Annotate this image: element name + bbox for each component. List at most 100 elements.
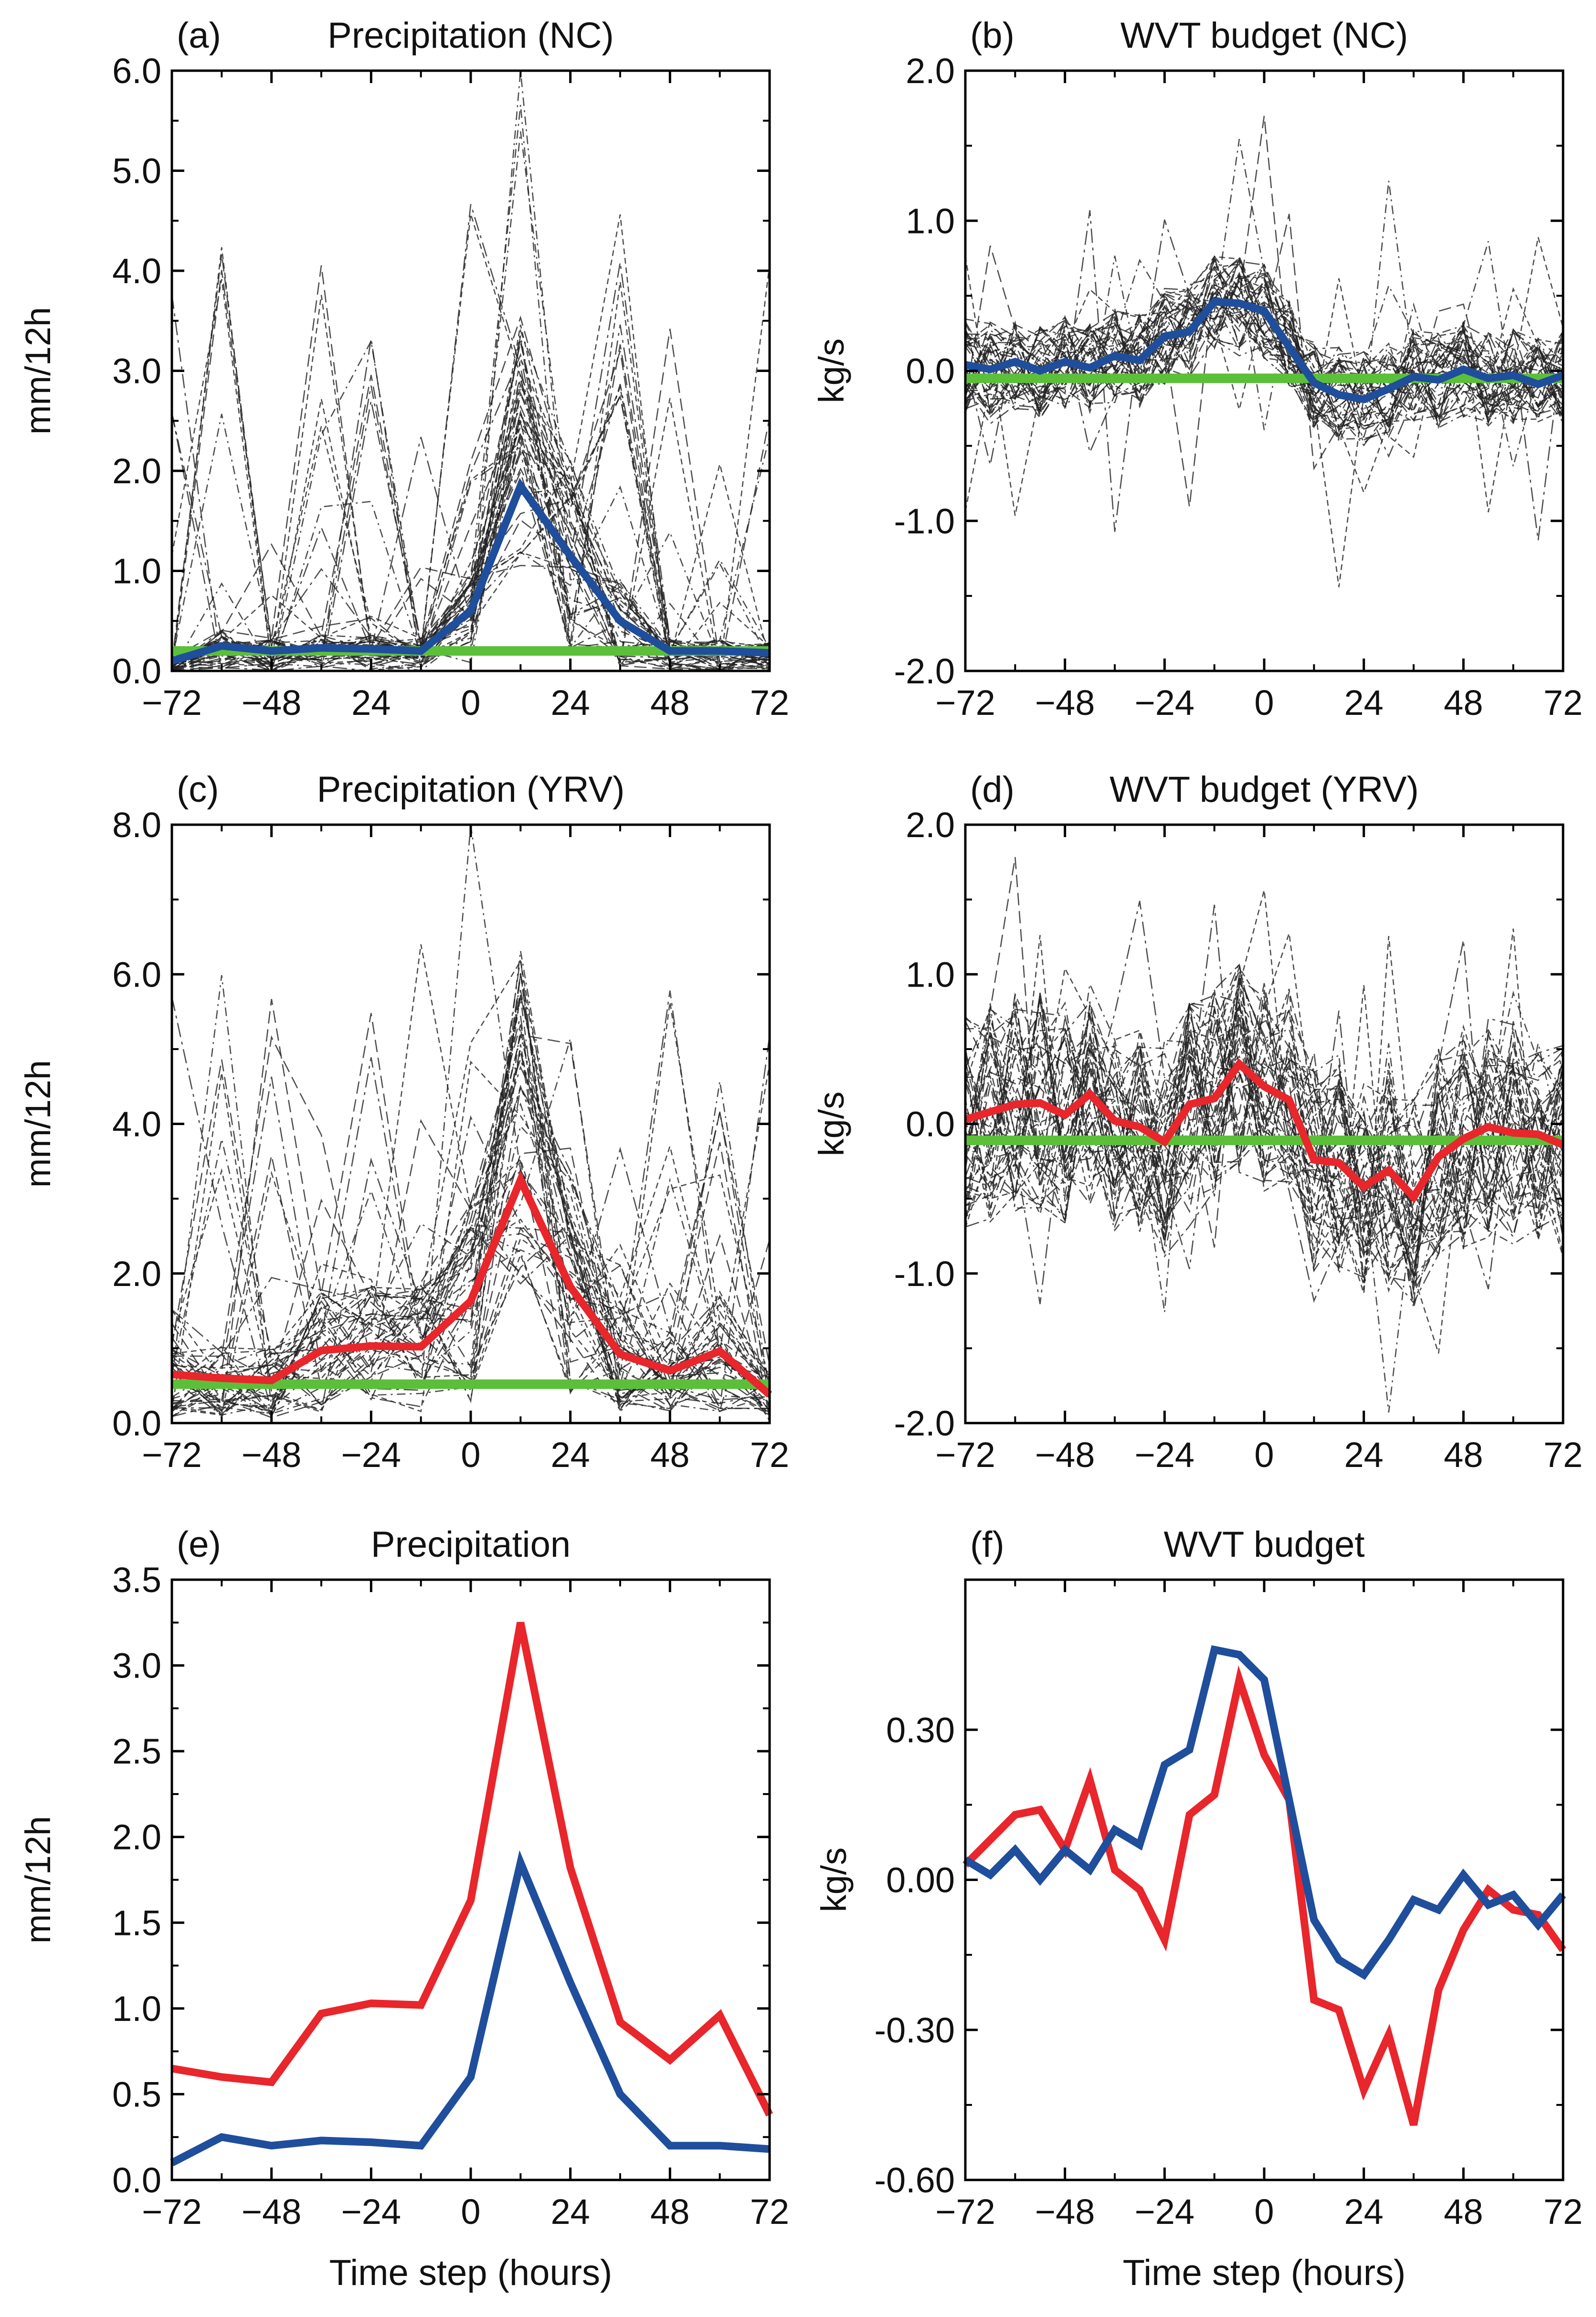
x-tick-label: −48: [1035, 1435, 1095, 1475]
ensemble-member-line: [171, 974, 771, 1414]
ensemble-member-line: [964, 999, 1564, 1276]
ensemble-member-line: [171, 382, 770, 669]
x-tick-label: 72: [750, 683, 789, 723]
x-tick-label: −72: [142, 2192, 202, 2232]
x-tick-label: 24: [351, 683, 391, 723]
y-axis-label: kg/s: [812, 1092, 851, 1157]
x-tick-label: 48: [650, 683, 689, 723]
panel-title: WVT budget (NC): [1120, 15, 1408, 56]
ensemble-member-line: [964, 275, 1564, 446]
ensemble-member-line: [171, 973, 770, 1413]
x-tick-label: −48: [242, 1435, 302, 1475]
ensemble-member-line: [171, 995, 771, 1417]
y-tick-label: 2.5: [112, 1732, 161, 1771]
y-axis-label: mm/12h: [18, 1816, 58, 1944]
panel-label: (b): [970, 15, 1015, 56]
x-tick-label: −48: [1035, 2192, 1095, 2232]
ensemble-member-line: [965, 988, 1564, 1285]
series-line-yrv: [171, 1170, 772, 1398]
panel-a: −72 −48 24 0 24 48 72 0.0 1.0 2.0 3.0 4.0 5.0 6.0 (a) P…: [18, 15, 789, 723]
y-tick-label: -0.60: [874, 2160, 955, 2200]
ensemble-member-line: [171, 324, 770, 672]
x-tick-label: −72: [142, 683, 202, 723]
x-tick-label: 0: [461, 683, 480, 723]
panel-label: (e): [177, 1524, 221, 1565]
x-tick-label: 24: [1344, 2192, 1384, 2232]
ensemble-member-line: [171, 338, 770, 670]
ensemble-member-line: [964, 1004, 1564, 1278]
ensemble-member-line: [171, 944, 770, 1398]
ensemble-member-line: [171, 433, 770, 672]
x-tick-label: 0: [1254, 683, 1274, 723]
ensemble-member-line: [964, 901, 1564, 1248]
x-tick-label: −48: [242, 2192, 302, 2232]
y-tick-label: 6.0: [112, 955, 161, 994]
x-tick-label: −24: [1135, 683, 1195, 723]
ensemble-member-line: [964, 1014, 1564, 1255]
x-tick-label: −24: [341, 1435, 402, 1475]
ensemble-member-line: [171, 1111, 771, 1412]
x-tick-label: 0: [1254, 2192, 1274, 2232]
x-tick-label: 0: [461, 2192, 480, 2232]
ensemble-member-line: [964, 245, 1564, 418]
x-tick-label: 72: [1543, 1435, 1583, 1475]
ensemble-member-line: [964, 992, 1564, 1293]
ensemble-member-line: [964, 257, 1564, 430]
x-tick-label: 24: [1344, 1435, 1384, 1475]
series-line-nc: [170, 478, 770, 665]
y-tick-label: 0.00: [886, 1860, 955, 1900]
y-tick-label: 1.0: [112, 552, 161, 591]
ensemble-member-line: [965, 989, 1564, 1253]
y-tick-label: 2.0: [112, 1254, 161, 1294]
ensemble-member-line: [964, 985, 1564, 1271]
panel-b: −72 −48 −24 0 24 48 72 -2.0 -1.0 0.0 1.0 2.0 (b) WVT …: [812, 15, 1583, 723]
ensemble-member-line: [965, 213, 1564, 471]
panel-title: Precipitation: [371, 1524, 571, 1565]
ensemble-member-line: [965, 255, 1564, 430]
y-tick-label: 1.0: [112, 1989, 161, 2029]
ensemble-member-line: [171, 385, 770, 666]
x-tick-label: 24: [551, 2192, 590, 2232]
ensemble-member-line: [171, 997, 770, 1413]
y-axis-label: kg/s: [812, 339, 851, 404]
y-tick-label: 0.30: [886, 1710, 955, 1750]
ensemble-member-line: [171, 1115, 770, 1410]
ensemble-member-line: [171, 1076, 771, 1419]
x-tick-label: 72: [750, 2192, 789, 2232]
y-tick-label: 4.0: [112, 251, 161, 291]
ensemble-member-line: [964, 116, 1564, 433]
y-tick-label: 0.0: [112, 1403, 161, 1443]
y-axis-label: kg/s: [814, 1848, 854, 1913]
ensemble-member-line: [171, 825, 770, 1416]
y-tick-label: -0.30: [874, 2010, 955, 2050]
ensemble-member-line: [171, 1249, 770, 1413]
ensemble-member-line: [965, 976, 1564, 1259]
panel-f: −72 −48 −24 0 24 48 72 -0.60 -0.30 0.00 0.30 (f) WVT…: [814, 1524, 1583, 2293]
y-tick-label: 3.5: [112, 1560, 161, 1600]
x-tick-label: 0: [1254, 1435, 1274, 1475]
panel-title: WVT budget: [1163, 1524, 1364, 1565]
series-line-yrv: [962, 1665, 1566, 2126]
panel-title: Precipitation (NC): [328, 15, 614, 56]
panel-d: −72 −48 −24 0 24 48 72 -2.0 -1.0 0.0 1.0 2.0 (d) WVT …: [812, 769, 1583, 1475]
x-tick-label: 48: [650, 2192, 689, 2232]
ensemble-member-line: [964, 1013, 1564, 1270]
x-tick-label: 72: [1543, 2192, 1583, 2232]
x-tick-label: 48: [650, 1435, 689, 1475]
y-tick-label: -2.0: [894, 1403, 955, 1443]
series-line-yrv: [964, 1058, 1565, 1204]
y-tick-label: -2.0: [894, 651, 955, 691]
x-tick-label: −48: [1035, 683, 1095, 723]
y-tick-label: 2.0: [112, 451, 161, 491]
ensemble-member-line: [171, 344, 770, 672]
ensemble-member-line: [171, 1035, 770, 1412]
panel-title: Precipitation (YRV): [317, 769, 625, 810]
ensemble-member-line: [171, 385, 770, 664]
x-tick-label: −72: [935, 683, 995, 723]
x-tick-label: 0: [461, 1435, 480, 1475]
plot-frame: [964, 1578, 1564, 2181]
y-tick-label: 3.0: [112, 1646, 161, 1686]
y-tick-label: 1.5: [112, 1903, 161, 1943]
panel-label: (a): [177, 15, 221, 56]
ensemble-member-line: [171, 352, 770, 672]
